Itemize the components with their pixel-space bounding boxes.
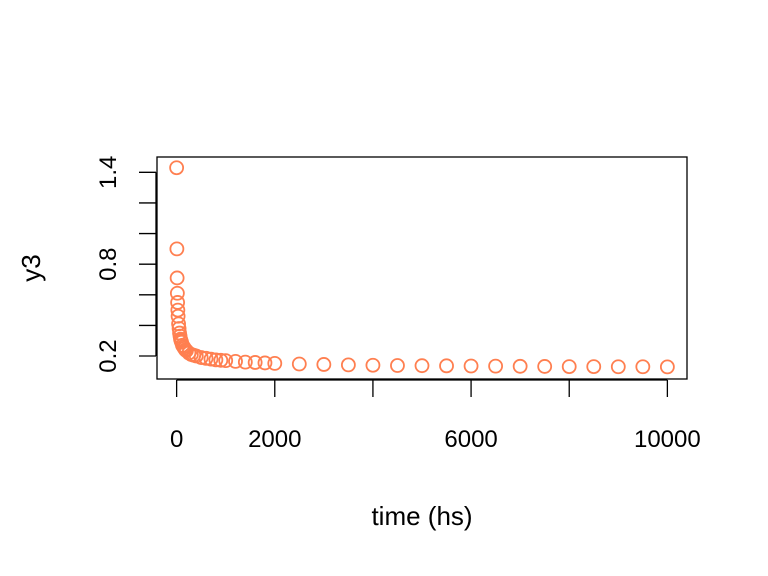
y-tick-label: 1.4 — [95, 156, 122, 189]
data-point — [169, 285, 185, 301]
data-point — [218, 353, 234, 369]
data-point — [208, 352, 224, 368]
data-point — [365, 357, 381, 373]
data-point — [561, 359, 577, 375]
y-tick-label: 0.8 — [95, 247, 122, 280]
data-point — [390, 358, 405, 373]
data-point — [169, 160, 185, 176]
data-point — [169, 270, 185, 286]
data-point — [247, 355, 263, 370]
data-point — [488, 358, 504, 374]
data-point — [635, 359, 651, 375]
data-point — [512, 358, 528, 374]
data-point — [537, 359, 553, 374]
data-point — [228, 353, 243, 369]
data-point — [198, 350, 214, 366]
y-tick-label: 0.2 — [95, 339, 122, 372]
y-axis: 0.2 0.8 1.4 — [95, 156, 157, 373]
data-point — [193, 350, 209, 365]
data-point — [659, 359, 675, 375]
data-point — [340, 357, 356, 373]
data-point — [267, 355, 283, 371]
data-point — [203, 351, 219, 367]
data-point — [169, 241, 185, 257]
data-points — [169, 160, 675, 375]
plot-frame — [156, 156, 688, 380]
x-tick-label: 2000 — [248, 426, 301, 453]
data-point — [414, 358, 430, 374]
data-point — [316, 357, 332, 372]
y-axis-label: y3 — [16, 254, 46, 281]
data-point — [463, 358, 479, 374]
data-point — [257, 355, 273, 371]
x-tick-label: 0 — [170, 426, 183, 453]
data-point — [586, 359, 602, 375]
data-point — [291, 356, 307, 372]
x-axis-label: time (hs) — [371, 501, 472, 531]
data-point — [213, 352, 229, 368]
x-tick-label: 10000 — [634, 426, 701, 453]
data-point — [439, 358, 454, 374]
data-point — [610, 359, 626, 375]
data-point — [237, 354, 253, 370]
x-axis: 0 2000 6000 10000 — [170, 379, 701, 453]
x-tick-label: 6000 — [444, 426, 497, 453]
